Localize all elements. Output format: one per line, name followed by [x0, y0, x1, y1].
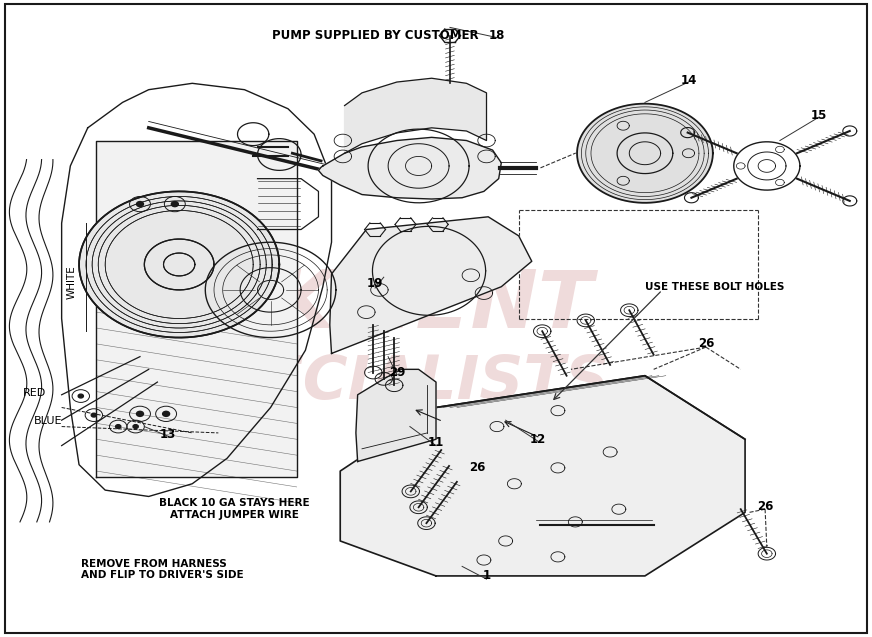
Text: ECIALISTS: ECIALISTS: [262, 352, 610, 412]
Text: 26: 26: [757, 499, 773, 513]
Polygon shape: [344, 78, 487, 154]
Text: WHITE: WHITE: [67, 265, 77, 299]
Text: BLUE: BLUE: [34, 417, 62, 426]
Polygon shape: [330, 217, 532, 354]
Text: 26: 26: [470, 461, 486, 475]
Text: 11: 11: [428, 436, 444, 449]
Text: 13: 13: [160, 427, 176, 441]
Text: 15: 15: [811, 108, 828, 122]
Circle shape: [163, 412, 169, 417]
Text: 19: 19: [367, 277, 384, 290]
Text: 1: 1: [482, 569, 491, 582]
Polygon shape: [318, 138, 501, 199]
Text: 26: 26: [698, 338, 714, 350]
Polygon shape: [356, 369, 436, 462]
Polygon shape: [340, 376, 745, 576]
Circle shape: [78, 394, 84, 398]
Circle shape: [79, 191, 279, 338]
Text: 12: 12: [529, 433, 546, 446]
Text: 18: 18: [488, 29, 505, 42]
Circle shape: [171, 201, 178, 206]
Text: USE THESE BOLT HOLES: USE THESE BOLT HOLES: [645, 282, 784, 292]
Text: BLACK 10 GA STAYS HERE
ATTACH JUMPER WIRE: BLACK 10 GA STAYS HERE ATTACH JUMPER WIR…: [159, 498, 310, 520]
Text: IKMENT: IKMENT: [243, 267, 594, 345]
Polygon shape: [97, 141, 296, 477]
Circle shape: [92, 413, 97, 417]
Text: 14: 14: [680, 74, 697, 87]
Text: 29: 29: [389, 366, 405, 379]
Circle shape: [137, 201, 144, 206]
Circle shape: [116, 425, 121, 429]
Text: RED: RED: [23, 388, 45, 398]
Text: REMOVE FROM HARNESS
AND FLIP TO DRIVER'S SIDE: REMOVE FROM HARNESS AND FLIP TO DRIVER'S…: [81, 559, 243, 580]
Circle shape: [577, 104, 712, 203]
Circle shape: [137, 412, 144, 417]
Circle shape: [133, 425, 139, 429]
Text: PUMP SUPPLIED BY CUSTOMER: PUMP SUPPLIED BY CUSTOMER: [272, 29, 479, 42]
